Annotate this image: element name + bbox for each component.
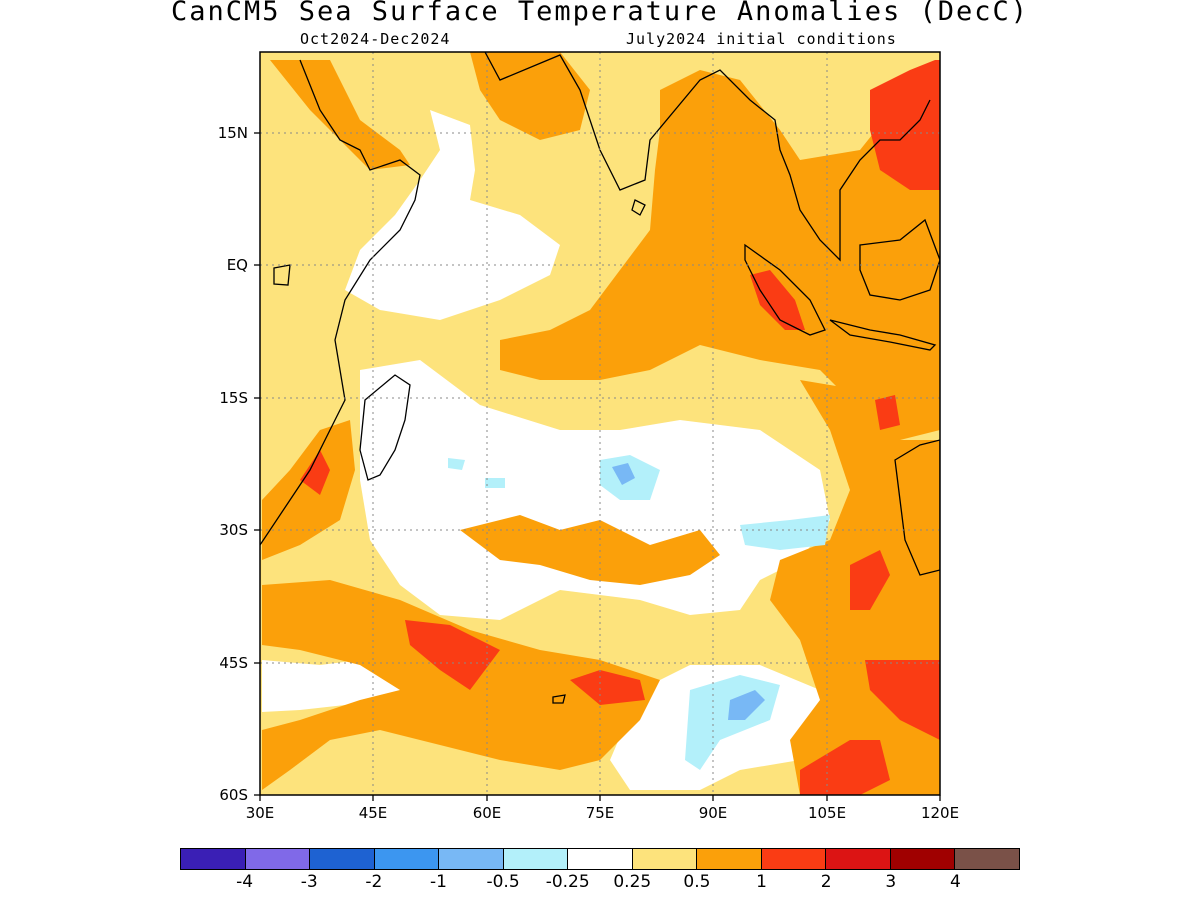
lon-label: 120E	[920, 804, 960, 822]
lat-label: 45S	[219, 654, 248, 672]
forecast-period: Oct2024-Dec2024	[300, 30, 451, 48]
colorbar-tick-label: 3	[885, 872, 897, 892]
lon-label: 90E	[698, 804, 728, 822]
axis-ticks	[254, 132, 941, 801]
colorbar-tick-label: 0.5	[683, 872, 711, 892]
colorbar-swatch	[632, 849, 698, 869]
warm-region-bay-of-bengal-east	[500, 60, 940, 440]
colorbar-swatch	[568, 849, 633, 869]
colorbar-swatch	[310, 849, 375, 869]
colorbar-tick-label: -2	[365, 872, 383, 892]
colorbar-swatch	[697, 849, 762, 869]
lon-label: 30E	[245, 804, 275, 822]
warm-region-south-band	[262, 580, 660, 790]
lat-label: 15N	[217, 124, 248, 142]
colorbar-swatch	[761, 849, 827, 869]
warm-strong-mozambique	[300, 450, 330, 495]
colorbar-tick-label: -4	[236, 872, 254, 892]
lat-label: 15S	[219, 389, 248, 407]
cool-mid-central	[612, 463, 635, 485]
colorbar-swatch	[439, 849, 504, 869]
coastlines	[260, 52, 940, 704]
colorbar-tick-label: -0.25	[545, 872, 590, 892]
cool-region-small-west	[448, 458, 465, 470]
colorbar-tick-label: 1	[756, 872, 767, 892]
warm-strong-sumatra	[750, 270, 805, 330]
colorbar-tick-label: -1	[429, 872, 447, 892]
warm-strong-south-band-east	[570, 670, 645, 705]
colorbar-tick-label: 4	[949, 872, 961, 892]
lon-label: 60E	[472, 804, 502, 822]
colorbar-tick-label: 0.25	[613, 872, 652, 892]
warm-strong-southeast-asia	[870, 60, 940, 190]
map-title: CanCM5 Sea Surface Temperature Anomalies…	[170, 0, 1029, 27]
cool-region-small-mid	[485, 478, 505, 488]
colorbar-swatch	[890, 849, 956, 869]
grid-lines	[260, 52, 940, 795]
warm-region-southwest-coast	[262, 420, 355, 560]
warm-region-arabian-gulf	[470, 52, 590, 140]
colorbar-swatch	[245, 849, 311, 869]
colorbar	[180, 848, 1020, 870]
colorbar-tick-label: 2	[820, 872, 832, 892]
colorbar-tick-label: -0.5	[486, 872, 520, 892]
warm-strong-southeast	[865, 660, 940, 740]
warm-strong-northwest-australia	[875, 395, 900, 430]
colorbar-swatch	[503, 849, 569, 869]
cool-region-east	[740, 515, 830, 550]
colorbar-swatch	[826, 849, 891, 869]
lat-label: 60S	[219, 786, 248, 804]
warm-strong-far-southeast	[800, 740, 890, 795]
warm-strong-west-australia	[850, 550, 890, 610]
lat-label: EQ	[226, 256, 248, 274]
colorbar-swatch	[955, 849, 1019, 869]
initial-conditions: July2024 initial conditions	[626, 30, 897, 48]
lon-label: 75E	[585, 804, 615, 822]
colorbar-tick-label: -3	[300, 872, 318, 892]
lon-label: 105E	[807, 804, 847, 822]
warm-region-mid-patches	[460, 515, 720, 585]
cool-mid-south	[728, 690, 765, 720]
colorbar-swatch	[374, 849, 440, 869]
warm-region-east-africa	[270, 60, 410, 170]
lat-label: 30S	[219, 521, 248, 539]
anomaly-field	[260, 52, 940, 795]
colorbar-swatch	[181, 849, 246, 869]
neutral-region-arabian-sea	[345, 110, 560, 320]
warm-strong-south-band-west	[405, 620, 500, 690]
lon-label: 45E	[358, 804, 388, 822]
